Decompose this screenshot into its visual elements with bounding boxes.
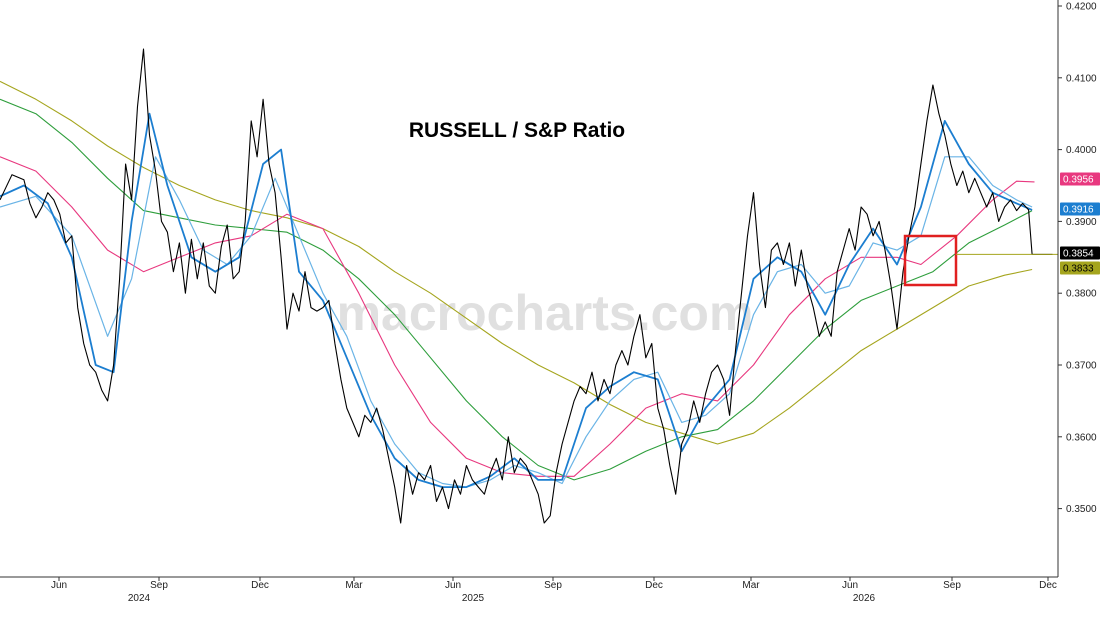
x-tick-label: Jun [842, 580, 858, 591]
series-line-2 [0, 156, 1033, 488]
value-badge-bg [1060, 172, 1100, 186]
x-tick-label: Jun [51, 580, 67, 591]
x-tick-label: Dec [251, 580, 269, 591]
y-tick-label: 0.4100 [1066, 73, 1097, 84]
year-label: 2026 [853, 593, 876, 604]
y-tick-label: 0.4200 [1066, 2, 1097, 13]
value-badge-label: 0.3916 [1063, 205, 1094, 216]
x-tick-label: Mar [742, 580, 760, 591]
x-tick-label: Mar [345, 580, 363, 591]
x-tick-label: Dec [1039, 580, 1057, 591]
series-line-0 [0, 48, 1053, 524]
x-tick-label: Sep [150, 580, 168, 591]
y-tick-label: 0.3900 [1066, 217, 1097, 228]
series-line-1 [0, 112, 1033, 489]
year-label: 2025 [462, 593, 485, 604]
value-badge-label: 0.3956 [1063, 175, 1094, 186]
value-badge-label: 0.3833 [1063, 264, 1094, 275]
y-tick-label: 0.3800 [1066, 289, 1097, 300]
y-tick-label: 0.3600 [1066, 432, 1097, 443]
x-tick-label: Sep [943, 580, 961, 591]
value-badge: 0.3854 [1060, 246, 1100, 260]
value-badge-bg [1060, 202, 1100, 216]
watermark-text: macrocharts.com [337, 285, 754, 341]
value-badge: 0.3956 [1060, 172, 1100, 186]
value-badge: 0.3916 [1060, 202, 1100, 216]
value-badge-bg [1060, 261, 1100, 275]
value-badge-bg [1060, 246, 1100, 260]
value-badge-label: 0.3854 [1063, 249, 1094, 260]
annotation-box [903, 234, 958, 287]
y-tick-label: 0.3500 [1066, 504, 1097, 515]
value-badge: 0.3833 [1060, 261, 1100, 275]
series-line-3 [0, 156, 1035, 477]
year-label: 2024 [128, 593, 151, 604]
y-tick-label: 0.3700 [1066, 361, 1097, 372]
chart-title: RUSSELL / S&P Ratio [409, 119, 625, 142]
x-tick-label: Jun [445, 580, 461, 591]
x-tick-label: Sep [544, 580, 562, 591]
series-line-5 [0, 80, 1033, 445]
y-tick-label: 0.4000 [1066, 145, 1097, 156]
x-tick-label: Dec [645, 580, 663, 591]
series-line-4 [0, 98, 1033, 481]
